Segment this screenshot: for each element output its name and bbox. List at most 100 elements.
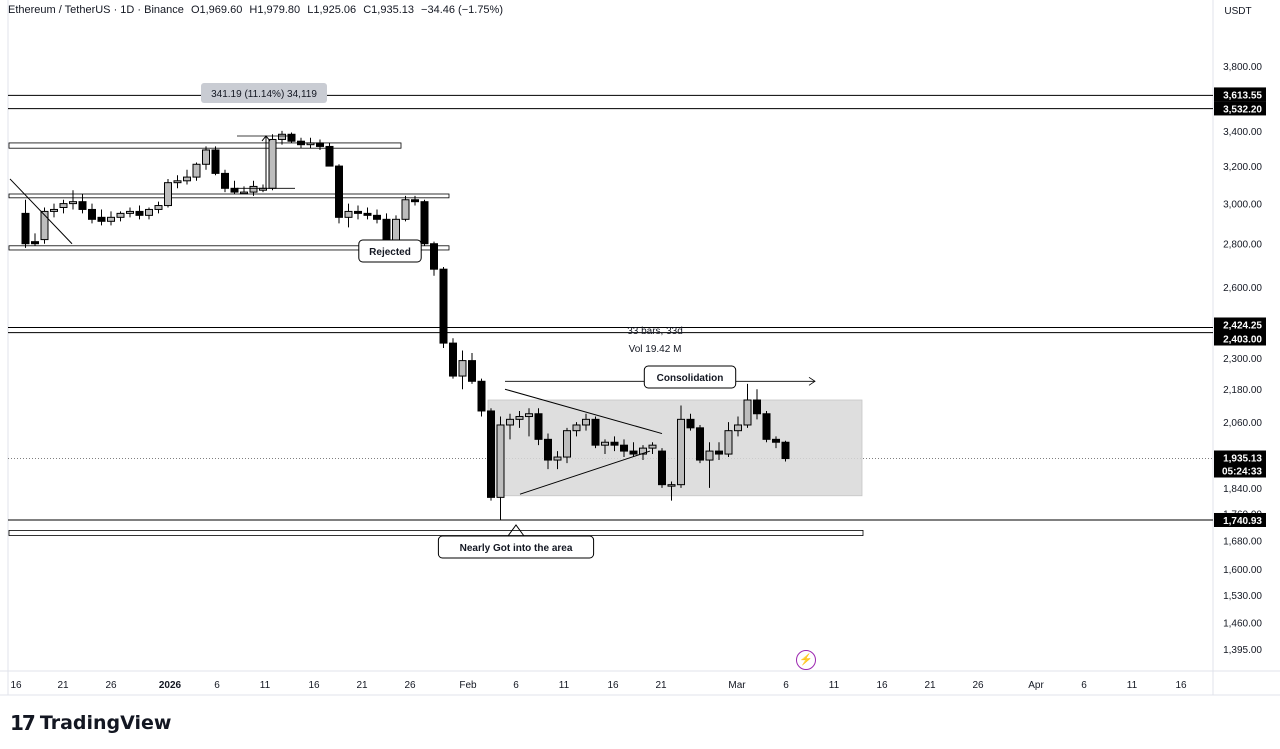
candle-body bbox=[639, 447, 647, 455]
candle bbox=[781, 440, 790, 462]
tradingview-logo[interactable]: 17 TradingView bbox=[10, 711, 171, 735]
candle-body bbox=[553, 456, 562, 461]
lightning-icon[interactable]: ⚡ bbox=[796, 650, 816, 670]
candle bbox=[116, 211, 125, 222]
price-label-box bbox=[1214, 87, 1266, 102]
candle bbox=[202, 146, 210, 170]
candle-body bbox=[306, 142, 315, 146]
candle bbox=[325, 142, 334, 167]
candle bbox=[534, 408, 543, 446]
candle bbox=[230, 180, 239, 194]
candle bbox=[468, 353, 476, 384]
candle-body bbox=[696, 427, 704, 461]
candle bbox=[458, 350, 467, 390]
price-tick-label: 2,060.00 bbox=[1223, 418, 1262, 429]
candle bbox=[610, 436, 619, 452]
candle-body bbox=[192, 163, 201, 178]
resistance-box-top bbox=[8, 142, 402, 149]
price-label-box bbox=[1214, 331, 1266, 346]
candle-body bbox=[145, 208, 153, 216]
candle-body bbox=[724, 430, 733, 455]
triangle-lower-line bbox=[519, 450, 651, 495]
candle-body bbox=[31, 241, 39, 245]
candle bbox=[240, 186, 248, 195]
time-tick-label: 6 bbox=[513, 680, 519, 691]
currency-label[interactable]: USDT bbox=[1224, 6, 1252, 17]
downtrend-line bbox=[9, 178, 73, 245]
time-tick-label: 6 bbox=[1081, 680, 1087, 691]
time-tick-label: 16 bbox=[1175, 680, 1187, 691]
candle-body bbox=[753, 399, 761, 415]
candle-body bbox=[363, 212, 372, 216]
candle bbox=[401, 195, 410, 222]
time-tick-label: 11 bbox=[1127, 680, 1138, 691]
candle-body bbox=[249, 185, 258, 193]
candle-body bbox=[430, 243, 438, 270]
time-tick-label: 16 bbox=[308, 680, 320, 691]
rejected-label: Rejected bbox=[369, 247, 411, 258]
candle-body bbox=[211, 149, 220, 174]
candle-body bbox=[202, 149, 210, 165]
candle-body bbox=[620, 444, 628, 452]
candle bbox=[316, 139, 324, 150]
tv-logo-icon: 17 bbox=[10, 711, 36, 735]
time-tick-label: 16 bbox=[876, 680, 888, 691]
candle bbox=[477, 378, 486, 417]
time-tick-label: 11 bbox=[829, 680, 840, 691]
candle-body bbox=[78, 201, 87, 210]
candle bbox=[373, 209, 381, 224]
candle-body bbox=[278, 133, 286, 140]
candle-body bbox=[734, 424, 742, 432]
support-box-upper bbox=[8, 245, 450, 251]
candle bbox=[544, 433, 552, 470]
time-tick-label: 26 bbox=[972, 680, 984, 691]
price-tick-label: 3,000.00 bbox=[1223, 200, 1262, 211]
time-tick-label: 6 bbox=[783, 680, 789, 691]
candle-body bbox=[135, 210, 144, 216]
time-tick-label: 2026 bbox=[159, 680, 182, 691]
ohlc-open: O1,969.60 bbox=[190, 4, 243, 16]
candle bbox=[572, 422, 581, 437]
candle bbox=[287, 132, 296, 143]
candle bbox=[430, 241, 438, 276]
resistance-box-middle bbox=[8, 193, 450, 199]
ohlc-close: C1,935.13 bbox=[363, 4, 414, 16]
candle-body bbox=[715, 450, 723, 455]
candle-body bbox=[50, 208, 58, 212]
candle bbox=[31, 233, 39, 246]
candle bbox=[126, 207, 134, 218]
price-tick-label: 2,300.00 bbox=[1223, 354, 1262, 365]
caret-up-icon bbox=[507, 524, 525, 537]
candle-body bbox=[221, 172, 229, 189]
candle-body bbox=[686, 418, 695, 429]
candle-body bbox=[97, 216, 106, 222]
price-tick-label: 3,800.00 bbox=[1223, 62, 1262, 73]
candle bbox=[363, 207, 372, 220]
candle-body bbox=[240, 191, 248, 195]
symbol-name[interactable]: Ethereum / TetherUS · 1D · Binance bbox=[8, 4, 184, 16]
candle-body bbox=[40, 210, 49, 241]
candle-body bbox=[667, 484, 676, 487]
candle bbox=[21, 199, 30, 248]
candle-body bbox=[107, 216, 115, 222]
price-label-box bbox=[1214, 463, 1266, 478]
candle-body bbox=[525, 413, 533, 418]
candle bbox=[667, 481, 676, 501]
candle-body bbox=[601, 441, 609, 446]
brand-name: TradingView bbox=[39, 712, 172, 734]
candle-body bbox=[591, 418, 600, 446]
candle-body bbox=[439, 268, 448, 344]
candle bbox=[629, 442, 638, 458]
ohlc-change: −34.46 (−1.75%) bbox=[421, 4, 503, 16]
candle-body bbox=[173, 180, 182, 184]
price-label: 1,935.13 bbox=[1223, 454, 1262, 465]
candle bbox=[620, 439, 628, 458]
candle-body bbox=[126, 210, 134, 214]
candle bbox=[211, 146, 220, 176]
measure-label: 341.19 (11.14%) 34,119 bbox=[211, 89, 317, 100]
candle-body bbox=[325, 145, 334, 167]
time-tick-label: 11 bbox=[260, 680, 271, 691]
candle bbox=[154, 201, 163, 214]
triangle-upper-line bbox=[504, 388, 663, 435]
